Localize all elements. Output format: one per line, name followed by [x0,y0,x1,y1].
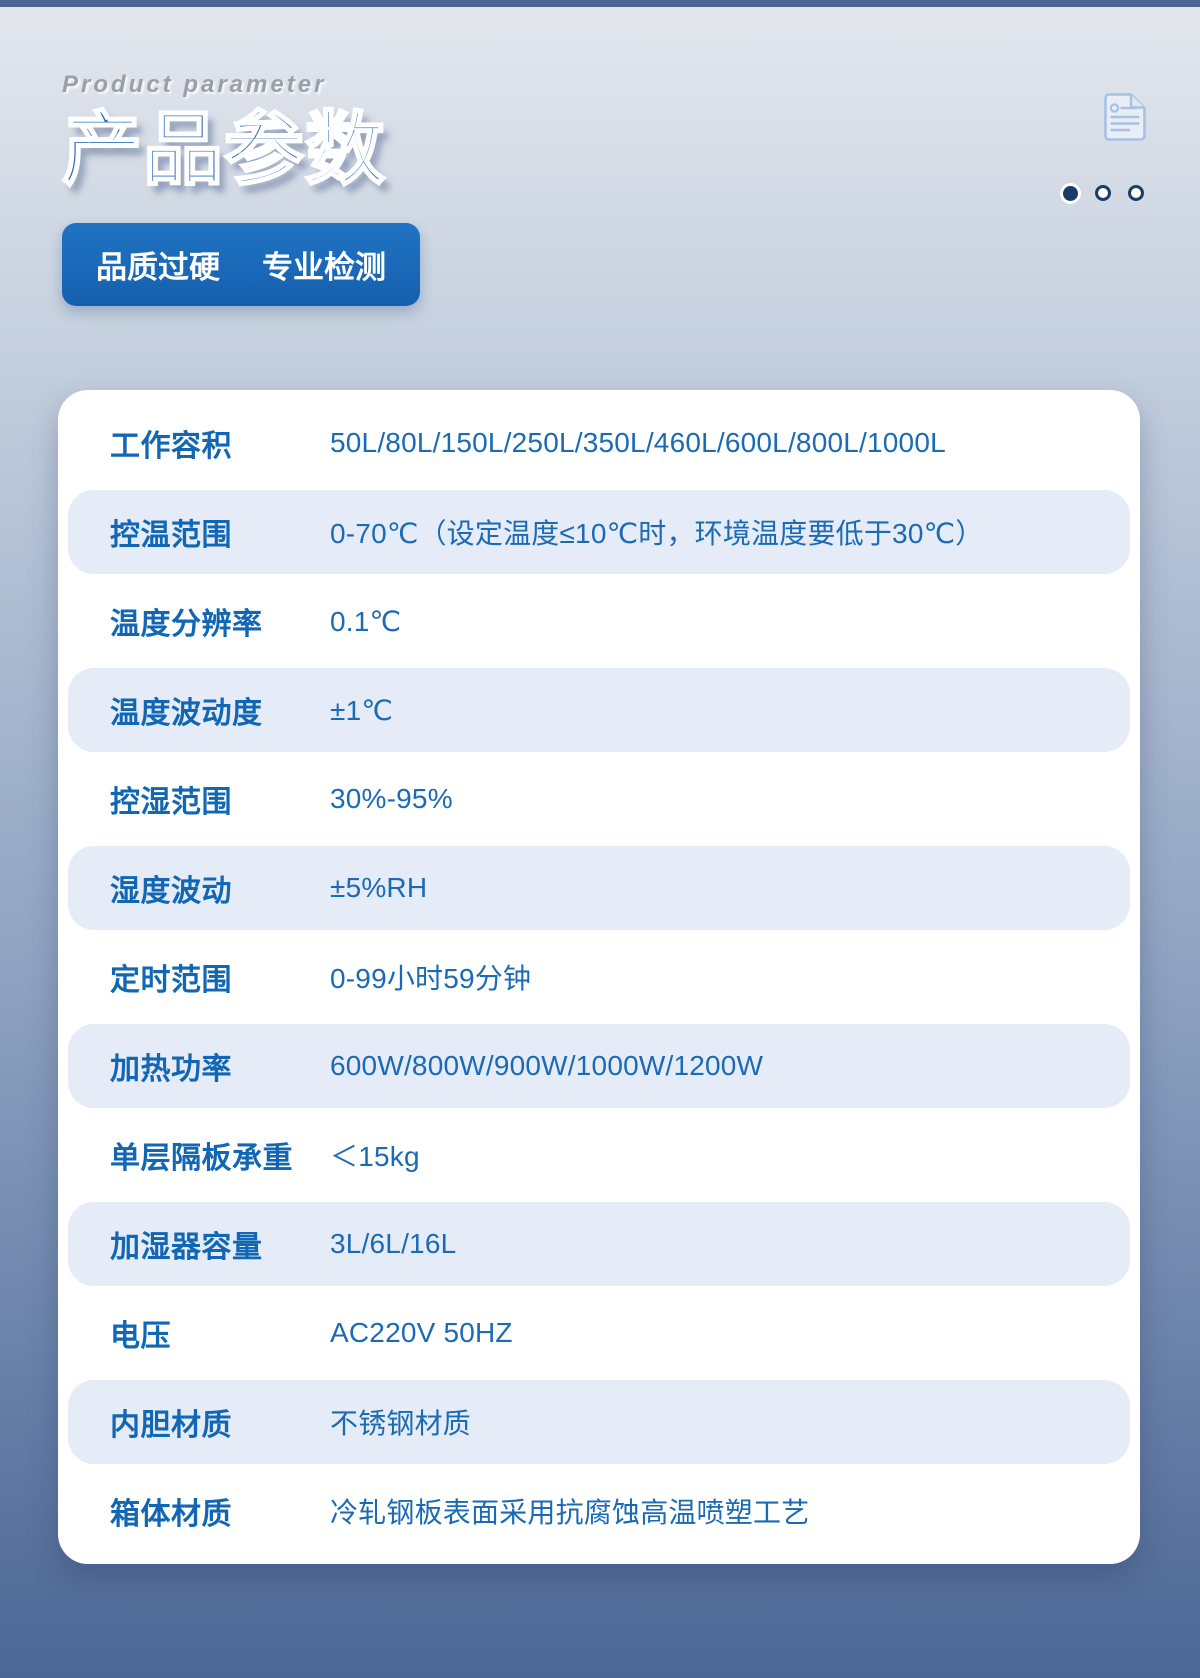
spec-value: AC220V 50HZ [330,1317,513,1349]
spec-label: 工作容积 [110,430,232,464]
spec-label: 温度波动度 [110,697,263,731]
carousel-dot-1[interactable] [1063,185,1078,201]
spec-value: 不锈钢材质 [330,1408,472,1440]
spec-label: 箱体材质 [110,1498,232,1532]
badge-right-label: 专业检测 [262,250,386,286]
carousel-dots [1063,185,1144,201]
spec-table: 工作容积 50L/80L/150L/250L/350L/460L/600L/80… [58,401,1140,1553]
carousel-dot-2[interactable] [1095,185,1111,201]
header-right [1063,71,1146,306]
page-title: 产品参数 [61,105,387,194]
table-row: 控温范围 0-70℃（设定温度≤10℃时，环境温度要低于30℃） [68,490,1130,575]
badge-left-label: 品质过硬 [96,250,220,286]
spec-label: 定时范围 [110,964,232,998]
table-row: 温度分辨率 0.1℃ [68,579,1130,663]
spec-value: 冷轧钢板表面采用抗腐蚀高温喷塑工艺 [330,1497,810,1529]
table-row: 加热功率 600W/800W/900W/1000W/1200W [68,1024,1130,1109]
spec-value: ＜15kg [330,1141,420,1173]
spec-value: 0.1℃ [330,605,402,637]
section-header: Product parameter 产品参数 品质过硬 专业检测 [0,7,1200,307]
spec-label: 单层隔板承重 [110,1142,293,1176]
spec-label: 湿度波动 [110,875,232,909]
spec-value: 0-99小时59分钟 [330,963,532,995]
document-icon [1104,93,1146,141]
table-row: 单层隔板承重 ＜15kg [68,1113,1130,1197]
table-row: 工作容积 50L/80L/150L/250L/350L/460L/600L/80… [68,401,1130,485]
spec-value: 0-70℃（设定温度≤10℃时，环境温度要低于30℃） [330,518,984,550]
header-left: Product parameter 产品参数 品质过硬 专业检测 [61,71,420,307]
table-row: 湿度波动 ±5%RH [68,846,1130,931]
product-parameter-section: Product parameter 产品参数 品质过硬 专业检测 工作容积 50… [0,0,1200,1565]
table-row: 定时范围 0-99小时59分钟 [68,935,1130,1019]
spec-value: 600W/800W/900W/1000W/1200W [330,1050,764,1082]
spec-value: 50L/80L/150L/250L/350L/460L/600L/800L/10… [330,427,946,459]
spec-label: 温度分辨率 [110,608,263,642]
spec-label: 控湿范围 [110,786,232,820]
table-row: 箱体材质 冷轧钢板表面采用抗腐蚀高温喷塑工艺 [68,1469,1130,1553]
table-row: 控湿范围 30%-95% [68,757,1130,841]
table-row: 内胆材质 不锈钢材质 [68,1380,1130,1465]
spec-value: ±1℃ [330,694,393,726]
quality-badge: 品质过硬 专业检测 [62,223,420,307]
section-divider [0,0,1200,7]
eyebrow-text: Product parameter [62,71,327,98]
table-row: 温度波动度 ±1℃ [68,668,1130,753]
spec-value: 30%-95% [330,783,453,815]
spec-value: ±5%RH [330,872,428,904]
spec-label: 内胆材质 [110,1409,232,1443]
table-row: 电压 AC220V 50HZ [68,1291,1130,1375]
spec-label: 控温范围 [110,519,232,553]
spec-label: 加湿器容量 [110,1231,263,1265]
spec-label: 电压 [110,1320,171,1354]
table-row: 加湿器容量 3L/6L/16L [68,1202,1130,1287]
spec-label: 加热功率 [110,1053,232,1087]
spec-card: 工作容积 50L/80L/150L/250L/350L/460L/600L/80… [58,390,1140,1565]
carousel-dot-3[interactable] [1128,185,1144,201]
spec-value: 3L/6L/16L [330,1228,457,1260]
